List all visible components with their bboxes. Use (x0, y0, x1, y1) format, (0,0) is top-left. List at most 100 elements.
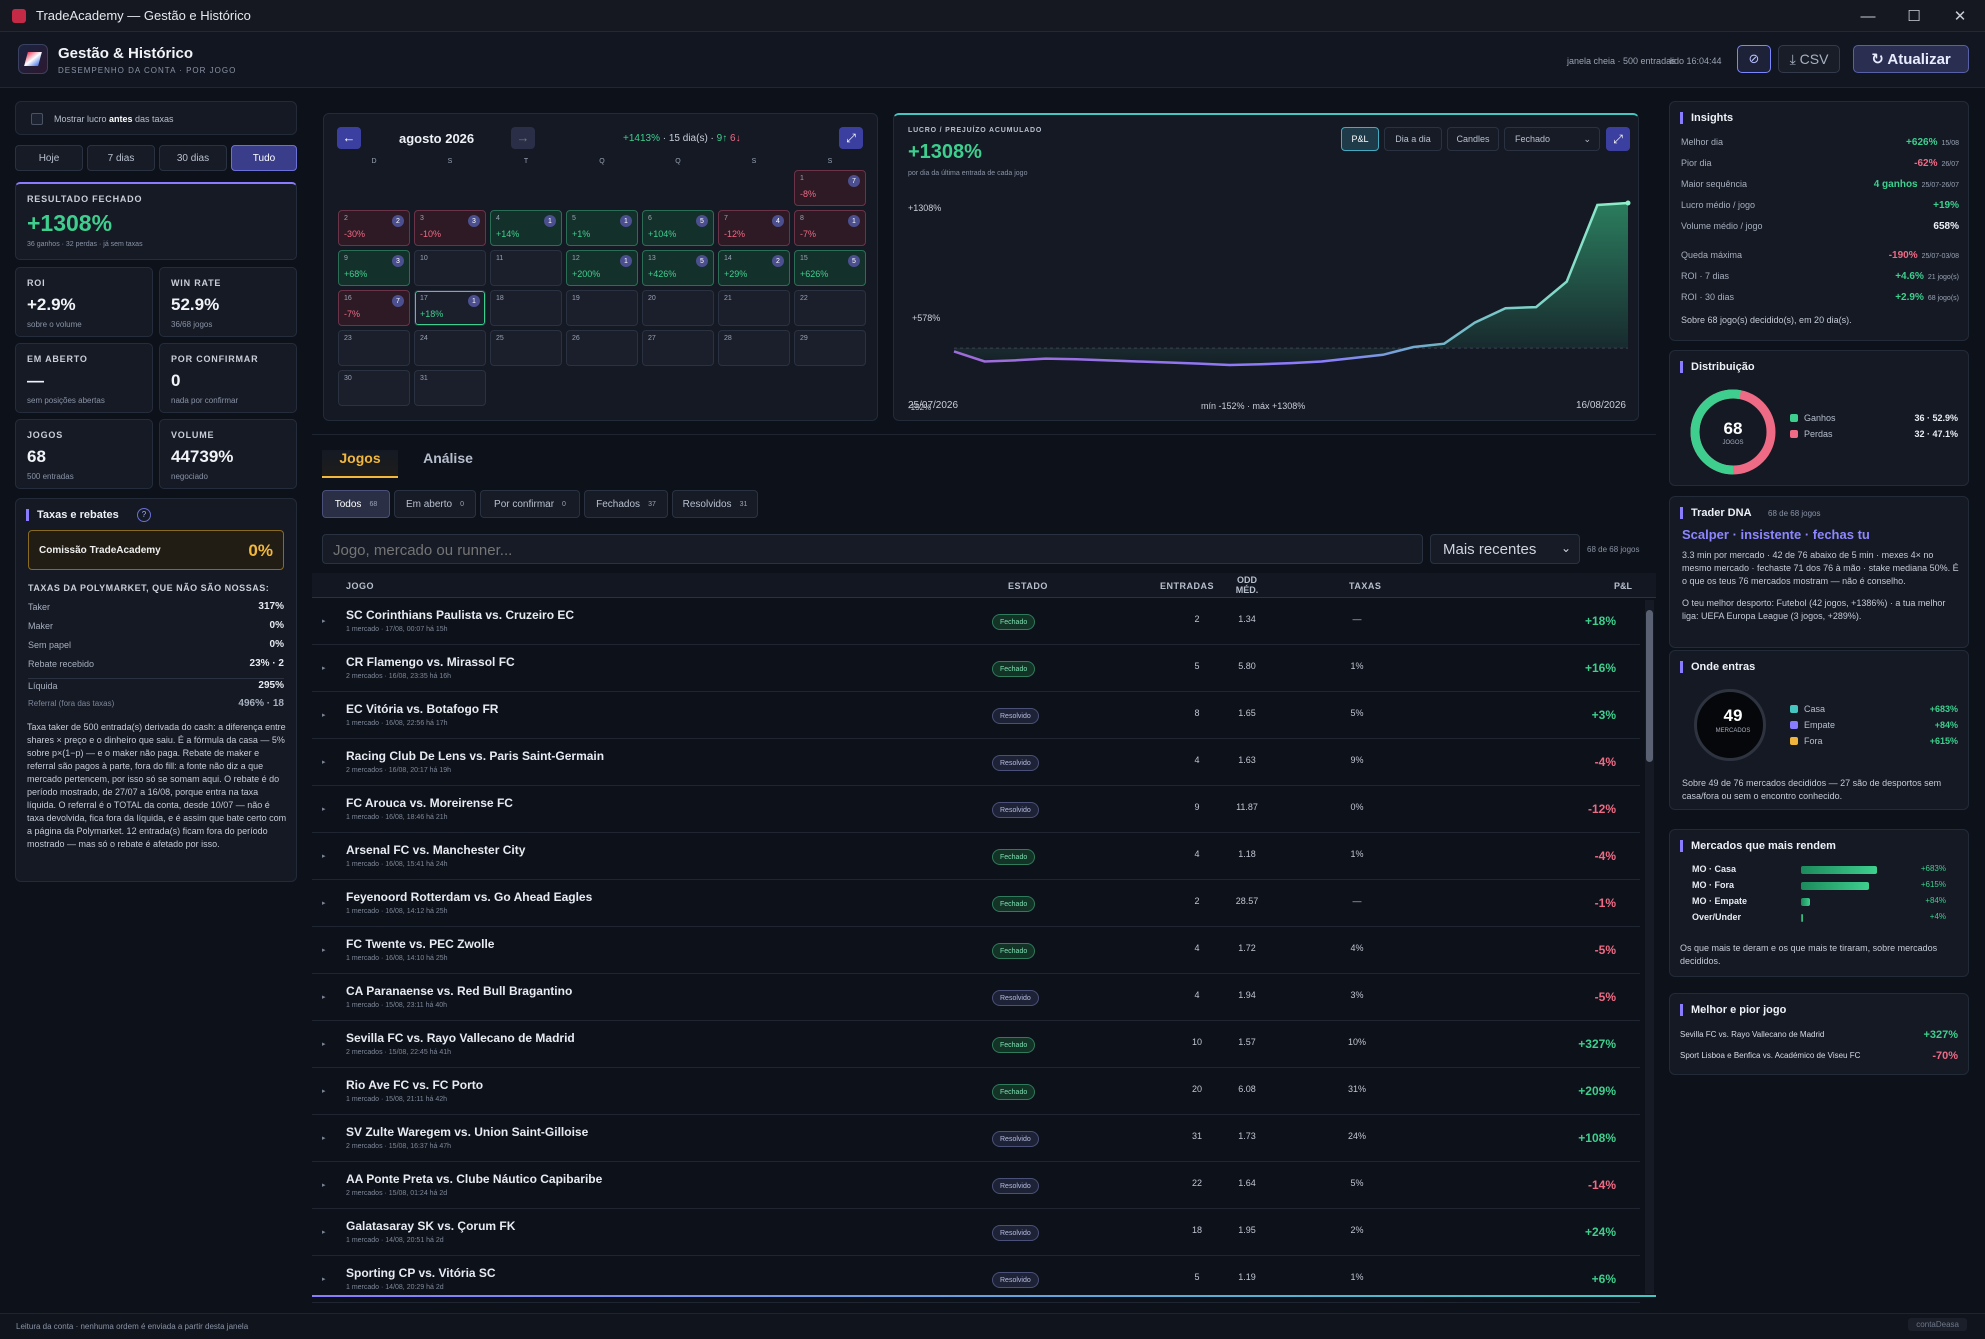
pre-fee-toggle[interactable]: Mostrar lucro antes das taxas (15, 101, 297, 135)
filter-2[interactable]: Por confirmar 0 (480, 490, 580, 518)
col-taxas[interactable]: TAXAS (1349, 581, 1382, 591)
calendar-day[interactable]: 8 -7% 1 (794, 210, 866, 246)
calendar-day[interactable]: 12 +200% 1 (566, 250, 638, 286)
table-row[interactable]: ▸ Galatasaray SK vs. Çorum FK 1 mercado · … (312, 1209, 1640, 1256)
maximize-icon[interactable]: ☐ (1907, 8, 1921, 25)
calendar-day[interactable]: 13 +426% 5 (642, 250, 714, 286)
period-today[interactable]: Hoje (15, 145, 83, 171)
calendar-day[interactable]: 18 (490, 290, 562, 326)
filter-4[interactable]: Resolvidos 31 (672, 490, 758, 518)
calendar-day[interactable]: 14 +29% 2 (718, 250, 790, 286)
calendar-day[interactable]: 10 (414, 250, 486, 286)
expand-calendar-button[interactable]: ⤢ (839, 127, 863, 149)
calendar-day[interactable]: 6 +104% 5 (642, 210, 714, 246)
pnl-value: +3% (1591, 708, 1616, 722)
calendar-day[interactable]: 23 (338, 330, 410, 366)
calendar-day[interactable]: 19 (566, 290, 638, 326)
filter-1[interactable]: Em aberto 0 (394, 490, 476, 518)
calendar-day[interactable]: 9 +68% 3 (338, 250, 410, 286)
period-7d[interactable]: 7 dias (87, 145, 155, 171)
calendar-day[interactable]: 17 +18% 1 (414, 290, 486, 326)
calendar-day[interactable]: 2 -30% 2 (338, 210, 410, 246)
calendar-day[interactable]: 20 (642, 290, 714, 326)
table-row[interactable]: ▸ FC Twente vs. PEC Zwolle 1 mercado · 16/… (312, 927, 1640, 974)
expand-icon[interactable]: ▸ (322, 759, 326, 766)
expand-icon[interactable]: ▸ (322, 712, 326, 719)
expand-chart-button[interactable]: ⤢ (1606, 127, 1630, 151)
help-icon[interactable]: ? (137, 508, 151, 522)
calendar-day[interactable]: 3 -10% 3 (414, 210, 486, 246)
expand-icon[interactable]: ▸ (322, 665, 326, 672)
col-odd[interactable]: ODD MÉD. (1235, 575, 1259, 595)
table-row[interactable]: ▸ Sevilla FC vs. Rayo Vallecano de Madrid… (312, 1021, 1640, 1068)
calendar-day[interactable]: 11 (490, 250, 562, 286)
calendar-day[interactable]: 22 (794, 290, 866, 326)
tab-games[interactable]: Jogos (322, 450, 398, 478)
tab-daily[interactable]: Dia a dia (1384, 127, 1442, 151)
expand-icon[interactable]: ▸ (322, 853, 326, 860)
expand-icon[interactable]: ▸ (322, 1229, 326, 1236)
filter-3[interactable]: Fechados 37 (584, 490, 668, 518)
calendar-day[interactable]: 1 -8% 7 (794, 170, 866, 206)
table-row[interactable]: ▸ CR Flamengo vs. Mirassol FC 2 mercados ·… (312, 645, 1640, 692)
pre-fee-checkbox[interactable] (31, 113, 43, 125)
expand-icon[interactable]: ▸ (322, 618, 326, 625)
calendar-day[interactable]: 28 (718, 330, 790, 366)
table-row[interactable]: ▸ Feyenoord Rotterdam vs. Go Ahead Eagles… (312, 880, 1640, 927)
table-row[interactable]: ▸ EC Vitória vs. Botafogo FR 1 mercado · 1… (312, 692, 1640, 739)
expand-icon[interactable]: ▸ (322, 1135, 326, 1142)
table-row[interactable]: ▸ SV Zulte Waregem vs. Union Saint-Gilloi… (312, 1115, 1640, 1162)
tab-pnl[interactable]: P&L (1341, 127, 1379, 151)
col-estado[interactable]: ESTADO (1008, 581, 1048, 591)
refresh-button[interactable]: ↻ Atualizar (1853, 45, 1969, 73)
minimize-icon[interactable]: — (1860, 7, 1876, 25)
calendar-day[interactable]: 7 -12% 4 (718, 210, 790, 246)
expand-icon[interactable]: ▸ (322, 806, 326, 813)
closed-select[interactable]: Fechado ⌄ (1504, 127, 1600, 151)
expand-icon[interactable]: ▸ (322, 1182, 326, 1189)
col-pnl[interactable]: P&L (1614, 581, 1632, 591)
filter-0[interactable]: Todos 68 (322, 490, 390, 518)
calendar-day[interactable]: 26 (566, 330, 638, 366)
calendar-day[interactable]: 4 +14% 1 (490, 210, 562, 246)
period-all[interactable]: Tudo (231, 145, 297, 171)
table-row[interactable]: ▸ FC Arouca vs. Moreirense FC 1 mercado · … (312, 786, 1640, 833)
calendar-day[interactable]: 25 (490, 330, 562, 366)
next-month-button[interactable]: → (511, 127, 535, 149)
expand-icon[interactable]: ▸ (322, 1276, 326, 1283)
expand-icon[interactable]: ▸ (322, 947, 326, 954)
csv-button[interactable]: ⤓ CSV (1778, 45, 1840, 73)
calendar-day[interactable]: 24 (414, 330, 486, 366)
table-row[interactable]: ▸ Rio Ave FC vs. FC Porto 1 mercado · 15/0… (312, 1068, 1640, 1115)
calendar-day[interactable]: 21 (718, 290, 790, 326)
calendar-day[interactable]: 5 +1% 1 (566, 210, 638, 246)
calendar-day[interactable]: 16 -7% 7 (338, 290, 410, 326)
table-row[interactable]: ▸ SC Corinthians Paulista vs. Cruzeiro EC… (312, 598, 1640, 645)
calendar-day[interactable]: 29 (794, 330, 866, 366)
calendar-day[interactable]: 27 (642, 330, 714, 366)
prev-month-button[interactable]: ← (337, 127, 361, 149)
hide-values-button[interactable]: ⊘ (1737, 45, 1771, 73)
tab-candles[interactable]: Candles (1447, 127, 1499, 151)
col-entradas[interactable]: ENTRADAS (1160, 581, 1215, 591)
calendar-day[interactable]: 15 +626% 5 (794, 250, 866, 286)
sort-select[interactable]: Mais recentes ⌄ (1430, 534, 1580, 564)
table-row[interactable]: ▸ Sporting CP vs. Vitória SC 1 mercado · 1… (312, 1256, 1640, 1303)
period-30d[interactable]: 30 dias (159, 145, 227, 171)
expand-icon[interactable]: ▸ (322, 994, 326, 1001)
table-row[interactable]: ▸ Racing Club De Lens vs. Paris Saint-Ger… (312, 739, 1640, 786)
search-box[interactable] (322, 534, 1423, 564)
table-row[interactable]: ▸ Arsenal FC vs. Manchester City 1 mercado… (312, 833, 1640, 880)
expand-icon[interactable]: ▸ (322, 900, 326, 907)
col-jogo[interactable]: JOGO (346, 581, 375, 591)
calendar-day[interactable]: 31 (414, 370, 486, 406)
expand-icon[interactable]: ▸ (322, 1088, 326, 1095)
table-scrollbar[interactable] (1645, 600, 1654, 1294)
close-icon[interactable]: ✕ (1953, 8, 1967, 25)
search-input[interactable] (333, 540, 1413, 560)
table-row[interactable]: ▸ AA Ponte Preta vs. Clube Náutico Capiba… (312, 1162, 1640, 1209)
calendar-day[interactable]: 30 (338, 370, 410, 406)
tab-analysis[interactable]: Análise (423, 450, 473, 466)
table-row[interactable]: ▸ CA Paranaense vs. Red Bull Bragantino 1 … (312, 974, 1640, 1021)
expand-icon[interactable]: ▸ (322, 1041, 326, 1048)
